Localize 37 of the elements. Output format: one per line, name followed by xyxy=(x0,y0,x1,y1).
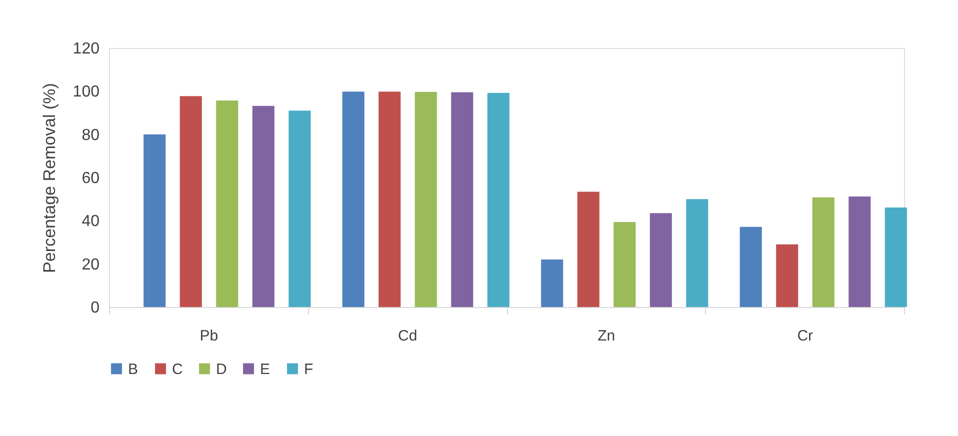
bar xyxy=(288,110,311,307)
y-tick-label: 120 xyxy=(72,40,100,58)
bar xyxy=(884,208,907,307)
bar xyxy=(541,260,564,307)
bar xyxy=(342,92,364,307)
x-tick-label: Pb xyxy=(200,328,218,344)
y-tick-label: 100 xyxy=(72,84,100,101)
bar xyxy=(686,199,708,307)
y-tick-label: 20 xyxy=(82,256,100,274)
legend-label: D xyxy=(216,360,227,378)
legend-label: B xyxy=(128,360,138,378)
legend-label: E xyxy=(260,360,270,378)
y-axis-title: Percentage Removal (%) xyxy=(40,83,59,273)
bar xyxy=(848,196,871,307)
y-tick-label: 40 xyxy=(82,213,100,230)
bar xyxy=(414,92,437,307)
bar xyxy=(487,92,510,307)
bar xyxy=(451,92,474,307)
bar xyxy=(776,244,798,307)
bar xyxy=(180,96,202,307)
bar xyxy=(216,100,238,307)
bar xyxy=(577,192,600,307)
y-tick-label: 60 xyxy=(82,170,100,187)
bar xyxy=(614,222,636,307)
y-tick-label: 80 xyxy=(82,126,100,144)
bar xyxy=(252,106,274,307)
bar xyxy=(740,226,762,307)
bar xyxy=(812,197,834,307)
legend-label: C xyxy=(172,360,183,378)
bar xyxy=(378,92,401,307)
x-tick-label: Cd xyxy=(398,328,418,344)
bar xyxy=(144,134,166,307)
y-tick-label: 0 xyxy=(90,300,100,316)
x-tick-label: Zn xyxy=(598,328,616,344)
x-tick-label: Cr xyxy=(797,328,814,344)
legend-label: F xyxy=(304,360,314,378)
bar xyxy=(650,213,672,307)
